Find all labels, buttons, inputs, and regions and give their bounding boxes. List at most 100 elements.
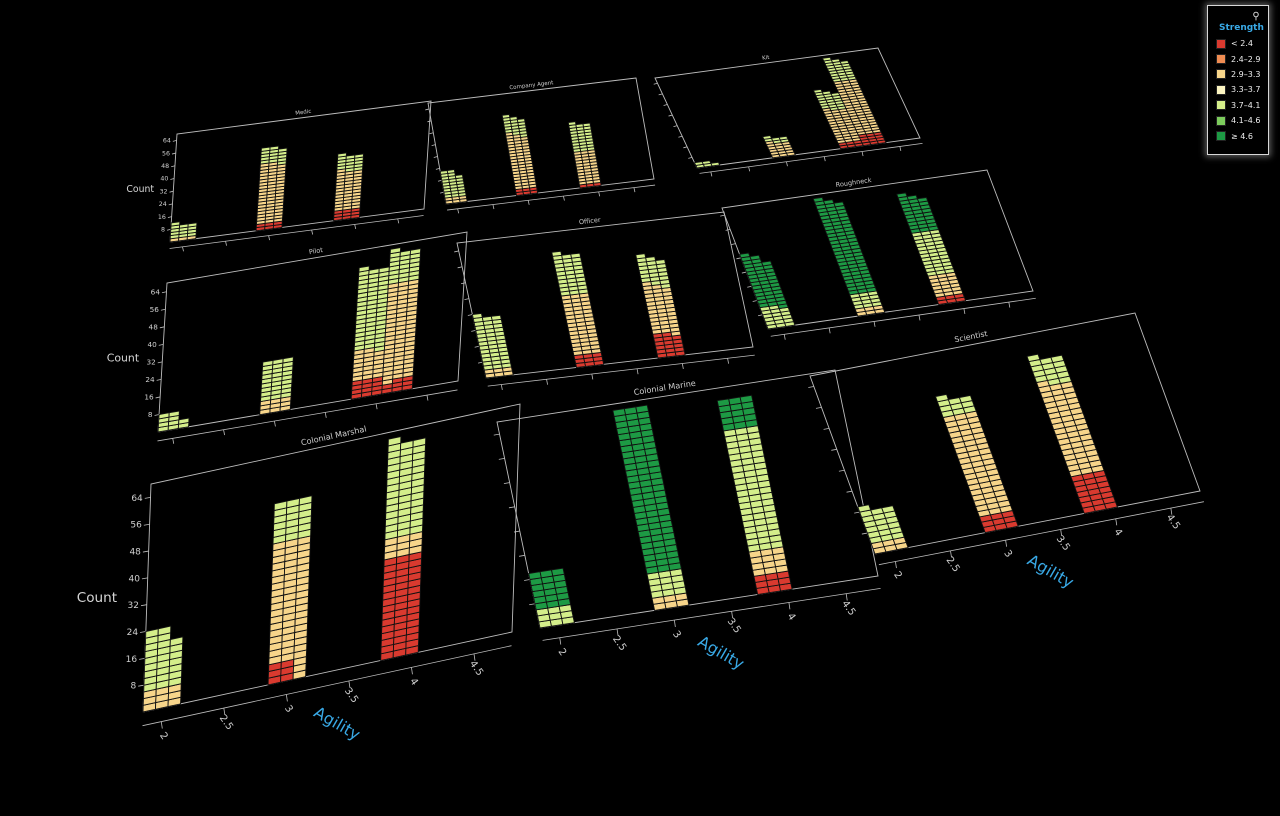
histogram-bar[interactable]: [958, 394, 1019, 529]
histogram-bar[interactable]: [655, 259, 686, 357]
histogram-bar[interactable]: [710, 161, 721, 167]
histogram-bar[interactable]: [1039, 356, 1108, 512]
histogram-bar[interactable]: [392, 439, 414, 659]
facet-frame: [142, 403, 521, 713]
histogram-bar[interactable]: [739, 394, 793, 592]
histogram-bar[interactable]: [157, 412, 170, 433]
legend-item[interactable]: 4.1–4.6: [1216, 113, 1268, 128]
histogram-bar[interactable]: [870, 507, 898, 553]
x-tick-mark: [457, 208, 460, 214]
histogram-bar[interactable]: [550, 567, 575, 626]
x-tick-label: 2: [891, 570, 904, 582]
histogram-bar[interactable]: [635, 404, 690, 608]
histogram-bar[interactable]: [380, 435, 402, 662]
legend-item[interactable]: 3.3–3.7: [1216, 82, 1268, 97]
histogram-bar[interactable]: [881, 505, 909, 551]
y-tick-mark: [172, 139, 177, 142]
histogram-bar[interactable]: [635, 253, 668, 359]
y-tick-mark: [688, 157, 693, 159]
bar-cell: [570, 252, 582, 259]
histogram-bar[interactable]: [778, 135, 796, 157]
facet-title: Kit: [762, 55, 771, 62]
histogram-bar[interactable]: [490, 314, 514, 377]
legend-label: 3.3–3.7: [1231, 85, 1261, 95]
legend-item[interactable]: 3.7–4.1: [1216, 98, 1268, 113]
y-tick-mark: [431, 144, 436, 146]
histogram-bar[interactable]: [501, 114, 525, 196]
x-tick-label: 4: [407, 676, 420, 688]
histogram-bar[interactable]: [516, 118, 539, 195]
x-tick-mark: [1060, 529, 1063, 537]
x-tick-mark: [160, 721, 163, 729]
histogram-bar[interactable]: [279, 356, 294, 412]
y-tick-mark: [171, 165, 176, 168]
histogram-bar[interactable]: [405, 437, 427, 656]
bar-cell: [812, 88, 823, 94]
bar-cell: [623, 406, 638, 416]
histogram-bar[interactable]: [272, 147, 288, 230]
facet-colonial-marshal: Colonial Marshal816243240485664Count22.5…: [77, 403, 521, 744]
legend-item[interactable]: ≥ 4.6: [1216, 128, 1268, 143]
histogram-bar[interactable]: [1050, 354, 1119, 510]
x-tick-mark: [899, 146, 902, 152]
bar-cell: [701, 160, 712, 165]
legend-item[interactable]: < 2.4: [1216, 36, 1268, 51]
x-tick-mark: [598, 191, 601, 197]
facet-colonial-marine: Colonial Marine 2 2.5 3 3.5 4 4.5 Agility: [493, 369, 881, 673]
bar-cell: [760, 260, 773, 267]
histogram-bar[interactable]: [471, 312, 496, 379]
histogram-bar[interactable]: [551, 250, 587, 368]
y-tick-label: 8: [161, 227, 165, 234]
histogram-bar[interactable]: [509, 116, 532, 196]
histogram-bar[interactable]: [716, 398, 770, 596]
bar-cell: [551, 250, 563, 257]
histogram-bar[interactable]: [167, 636, 184, 708]
strength-legend[interactable]: ⚲ Strength < 2.4 2.4–2.9 2.9–3.3 3.3–3.7 3.7…: [1207, 5, 1269, 155]
bar-cell: [490, 314, 502, 321]
histogram-bar[interactable]: [830, 92, 864, 148]
histogram-bar[interactable]: [142, 628, 159, 713]
histogram-bar[interactable]: [350, 153, 364, 220]
bar-cell: [178, 417, 190, 425]
x-tick-mark: [285, 694, 288, 702]
histogram-bar[interactable]: [446, 169, 461, 204]
bar-cell: [277, 147, 288, 153]
histogram-bar[interactable]: [333, 152, 347, 222]
histogram-bar[interactable]: [401, 247, 422, 392]
pin-icon[interactable]: ⚲: [1252, 11, 1260, 22]
histogram-bar[interactable]: [167, 410, 180, 431]
histogram-bar[interactable]: [623, 406, 679, 610]
legend-items: < 2.4 2.4–2.9 2.9–3.3 3.3–3.7 3.7–4.1 4.1–4.6…: [1216, 36, 1268, 144]
histogram-bar[interactable]: [570, 252, 605, 366]
histogram-bar[interactable]: [821, 56, 872, 147]
histogram-bar[interactable]: [833, 201, 886, 314]
bar-cell: [896, 192, 908, 199]
bar-cell: [539, 569, 554, 579]
histogram-bar[interactable]: [255, 146, 271, 232]
x-tick-label: 3.5: [725, 616, 743, 635]
y-tick-mark: [668, 114, 673, 117]
y-tick-label: 16: [126, 655, 138, 665]
histogram-bar[interactable]: [292, 495, 313, 681]
histogram-bar[interactable]: [582, 122, 602, 187]
histogram-bar[interactable]: [839, 60, 887, 145]
bar-cell: [178, 223, 189, 229]
y-axis-label: Count: [77, 590, 117, 606]
legend-item[interactable]: 2.9–3.3: [1216, 67, 1268, 82]
histogram-bar[interactable]: [177, 417, 190, 430]
histogram-bar[interactable]: [481, 315, 505, 378]
histogram-bar[interactable]: [186, 222, 198, 241]
histogram-bar[interactable]: [454, 174, 468, 203]
histogram-bar[interactable]: [738, 252, 778, 330]
x-tick-mark: [500, 384, 503, 390]
y-tick-label: 16: [158, 214, 166, 221]
histogram-bar[interactable]: [916, 197, 967, 303]
y-tick-mark: [155, 396, 161, 399]
histogram-bar[interactable]: [822, 199, 877, 316]
bar-cell: [170, 221, 181, 227]
histogram-bar[interactable]: [760, 260, 796, 327]
legend-item[interactable]: 2.4–2.9: [1216, 51, 1268, 66]
y-tick-label: 64: [151, 287, 161, 296]
histogram-bar[interactable]: [178, 223, 189, 242]
histogram-bar[interactable]: [155, 625, 172, 710]
